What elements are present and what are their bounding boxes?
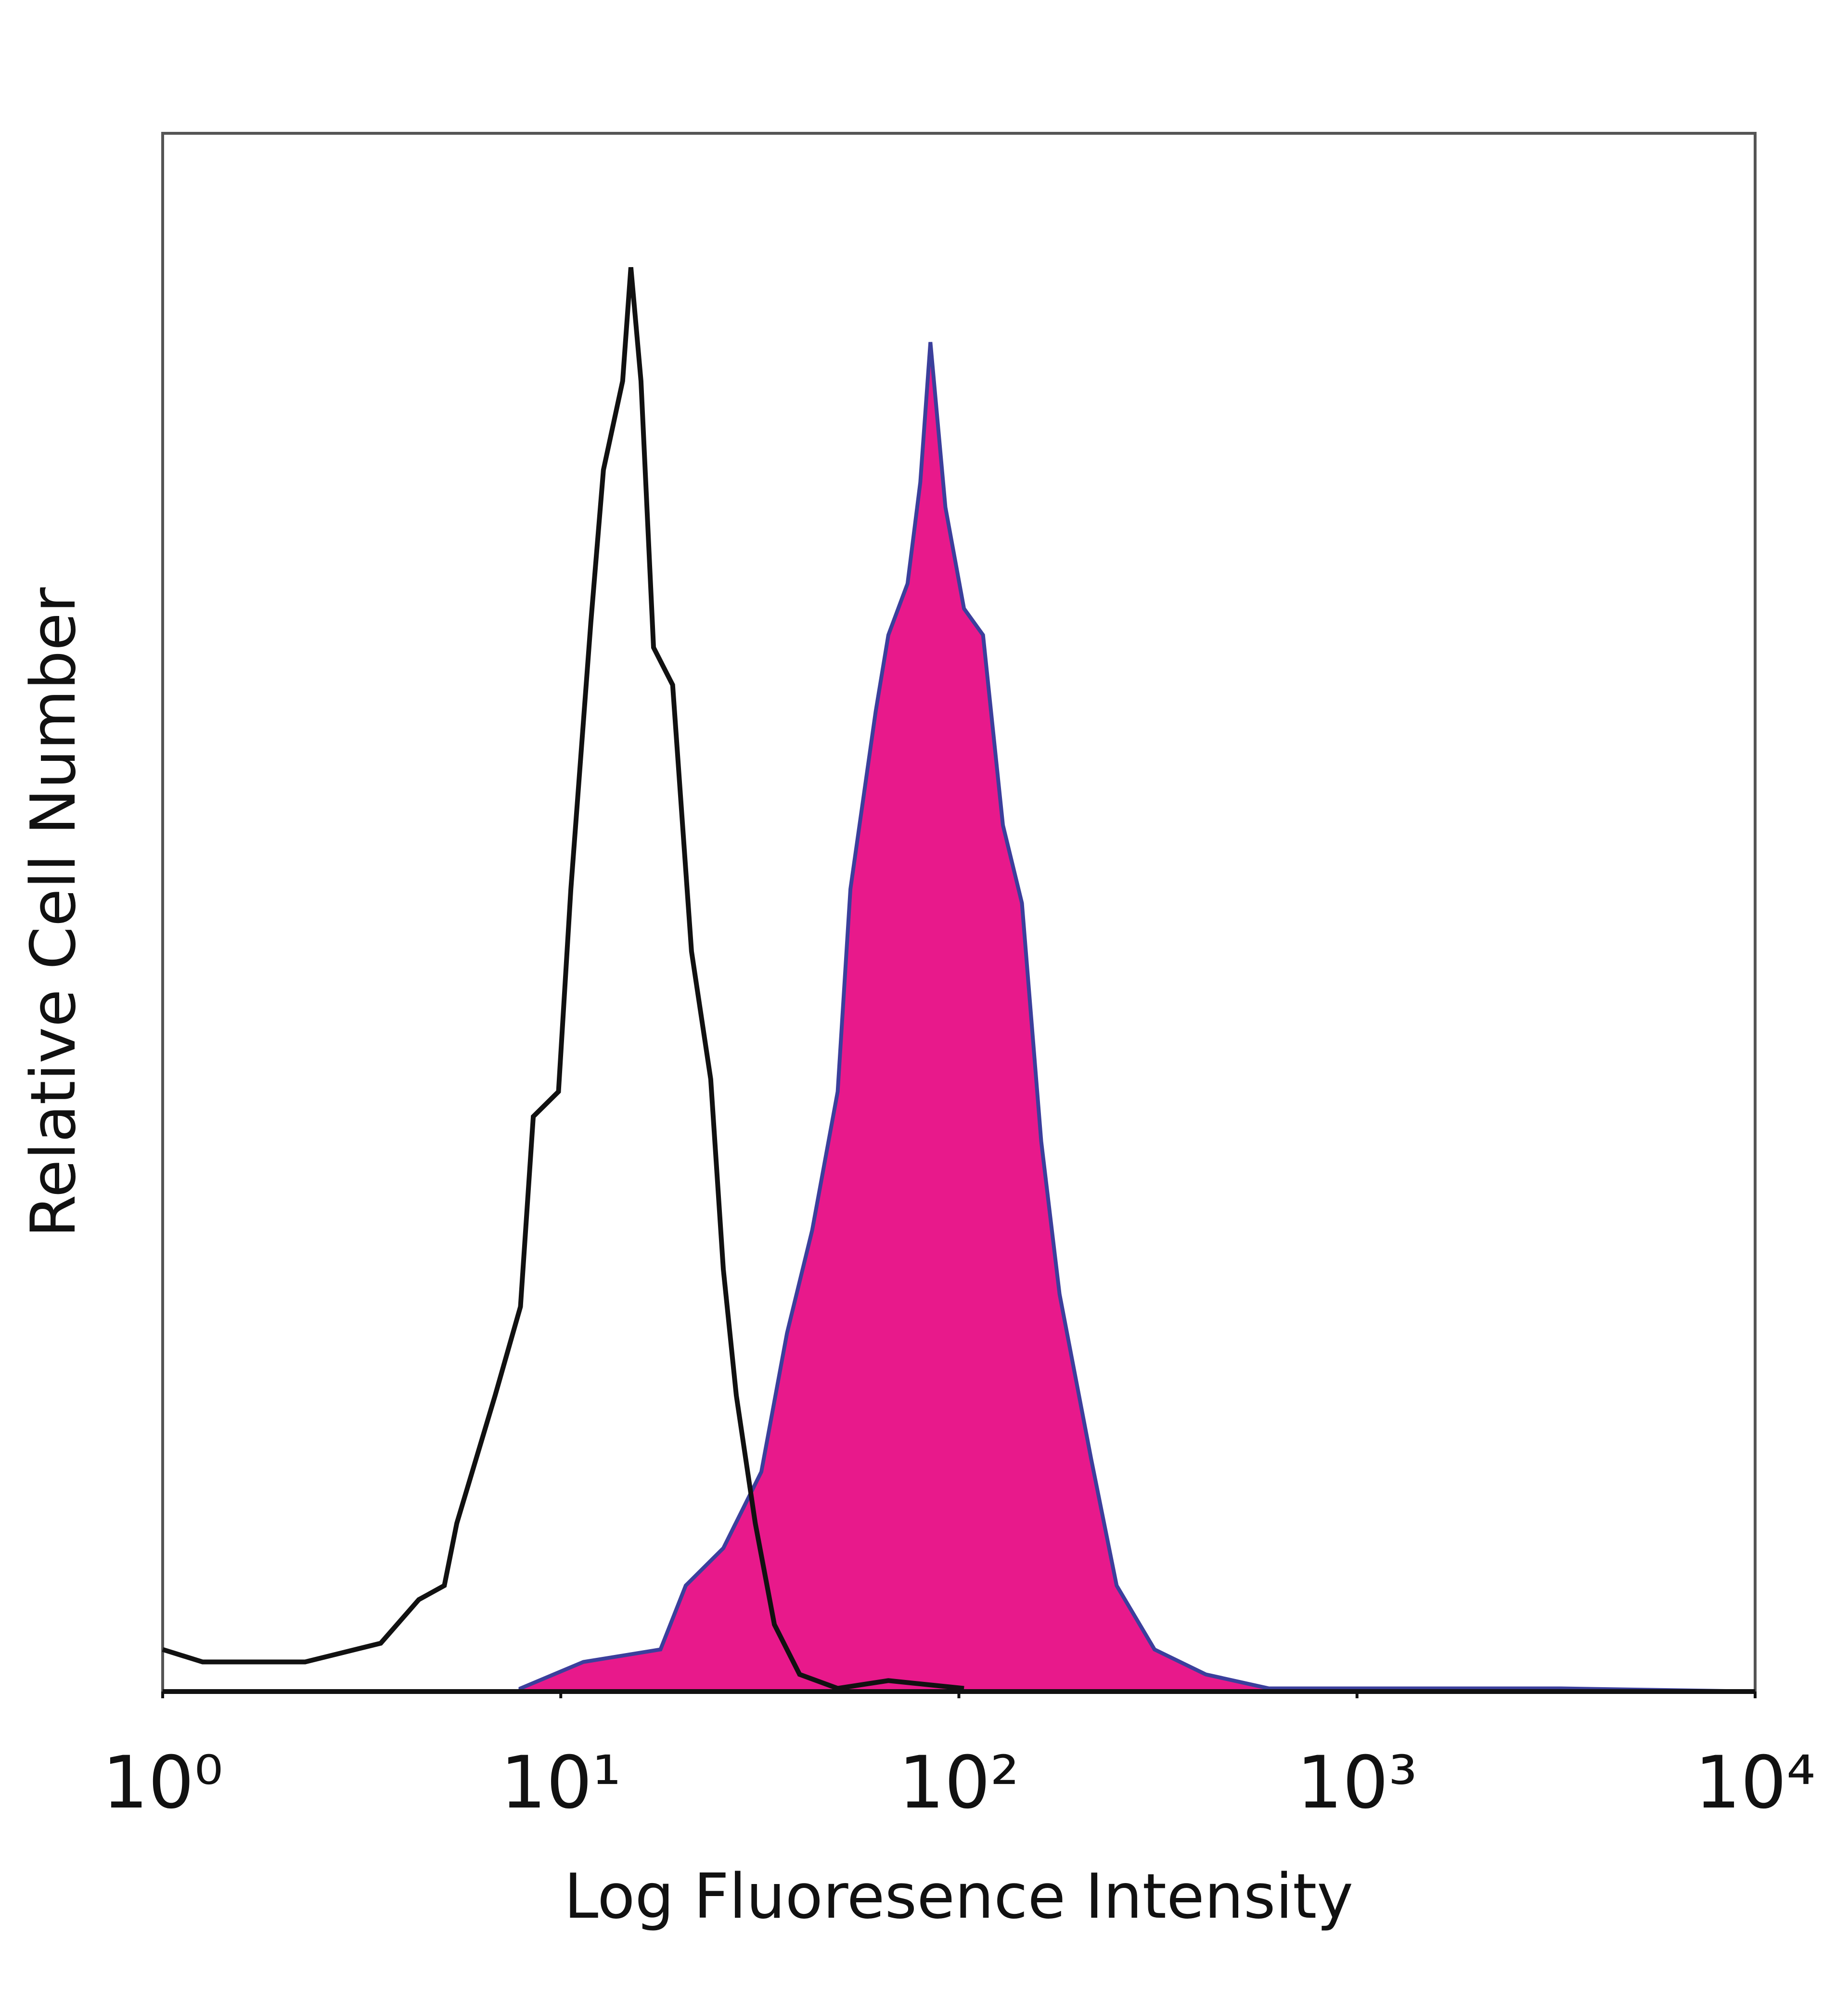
- x-axis-label: Log Fluoresence Intensity: [564, 1861, 1353, 1933]
- histogram-area: [518, 342, 1756, 1693]
- x-tick-label: 10¹: [500, 1741, 621, 1825]
- x-tick-label: 10²: [898, 1741, 1019, 1825]
- x-tick-label: 10⁴: [1694, 1741, 1815, 1825]
- x-tick-label: 10⁰: [102, 1741, 223, 1825]
- y-axis-label: Relative Cell Number: [18, 587, 90, 1237]
- x-tick-label: 10³: [1296, 1741, 1417, 1825]
- histogram-line: [162, 267, 964, 1691]
